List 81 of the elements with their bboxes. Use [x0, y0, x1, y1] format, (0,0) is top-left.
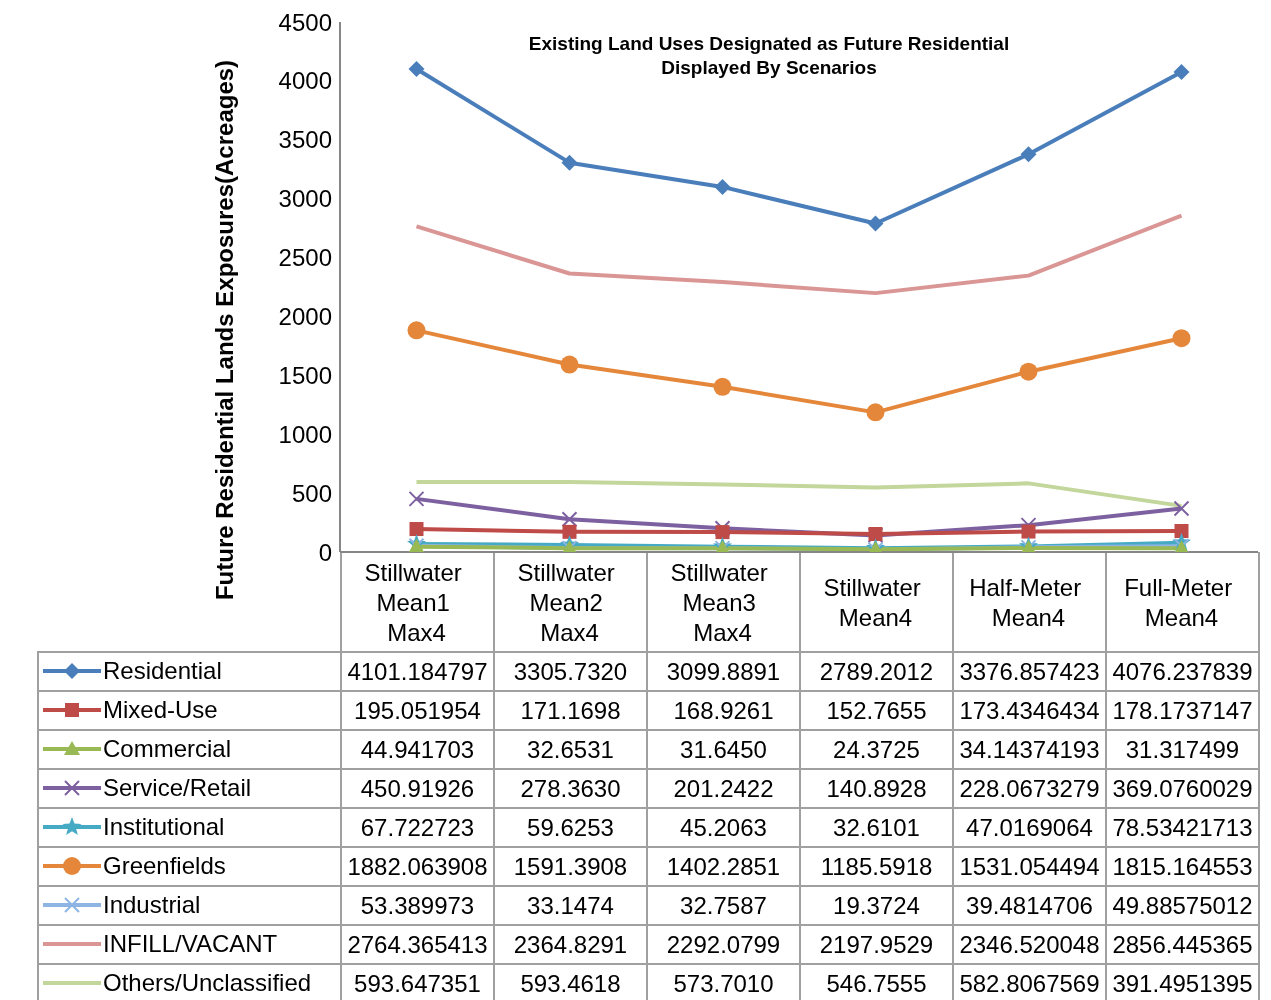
- x-tick-label: Stillwater Mean2 Max4: [517, 559, 622, 646]
- data-label: 201.2422: [647, 769, 800, 808]
- data-label: 34.14374193: [953, 730, 1106, 769]
- data-label: 168.9261: [647, 691, 800, 730]
- y-tick-label: 0: [318, 538, 332, 566]
- data-label: 3305.7320: [494, 652, 647, 691]
- data-label: 2764.365413: [341, 925, 494, 964]
- y-tick-label: 3500: [278, 126, 332, 154]
- data-label: 195.051954: [341, 691, 494, 730]
- y-tick-label: 3000: [278, 185, 332, 213]
- data-label: 2364.8291: [494, 925, 647, 964]
- x-tick-label: Full-Meter Mean4: [1124, 574, 1239, 631]
- data-label: 24.3725: [800, 730, 953, 769]
- data-label: 171.1698: [494, 691, 647, 730]
- data-label: 32.6101: [800, 808, 953, 847]
- data-label: 1815.164553: [1106, 847, 1259, 886]
- data-label: 4076.237839: [1106, 652, 1259, 691]
- data-label: 2346.520048: [953, 925, 1106, 964]
- y-tick-label: 4500: [278, 8, 332, 36]
- data-label: 39.4814706: [953, 886, 1106, 925]
- data-label: 152.7655: [800, 691, 953, 730]
- data-label: 44.941703: [341, 730, 494, 769]
- data-label: 53.389973: [341, 886, 494, 925]
- y-axis-title: Future Residential Lands Exposures(Acreages): [211, 59, 239, 601]
- x-tick-label: Stillwater Mean1 Max4: [364, 559, 469, 646]
- data-label: 1591.3908: [494, 847, 647, 886]
- data-label: 1882.063908: [341, 847, 494, 886]
- x-tick-label: Stillwater Mean4: [823, 574, 928, 631]
- y-tick-label: 2000: [278, 302, 332, 330]
- data-label: 59.6253: [494, 808, 647, 847]
- data-label: 47.0169064: [953, 808, 1106, 847]
- data-label: 31.317499: [1106, 730, 1259, 769]
- y-tick-label: 1500: [278, 361, 332, 389]
- legend-label: Mixed-Use: [103, 695, 218, 724]
- data-label: 173.4346434: [953, 691, 1106, 730]
- data-label: 3099.8891: [647, 652, 800, 691]
- y-tick-label: 2500: [278, 244, 332, 272]
- data-label: 32.6531: [494, 730, 647, 769]
- data-label: 31.6450: [647, 730, 800, 769]
- legend-label: Commercial: [103, 734, 232, 763]
- data-label: 450.91926: [341, 769, 494, 808]
- data-label: 593.4618: [494, 964, 647, 1000]
- legend-label: Service/Retail: [103, 773, 252, 802]
- data-label: 45.2063: [647, 808, 800, 847]
- data-label: 573.7010: [647, 964, 800, 1000]
- x-tick-label: Stillwater Mean3 Max4: [670, 559, 775, 646]
- data-label: 2292.0799: [647, 925, 800, 964]
- legend-label: Others/Unclassified: [103, 968, 312, 997]
- data-label: 582.8067569: [953, 964, 1106, 1000]
- text: Existing Land Uses Designated as Future Residential Displayed By Scenarios: [527, 32, 1011, 80]
- data-label: 2856.445365: [1106, 925, 1259, 964]
- data-label: 1402.2851: [647, 847, 800, 886]
- y-tick-label: 500: [291, 479, 332, 507]
- data-label: 391.4951395: [1106, 964, 1259, 1000]
- data-label: 2789.2012: [800, 652, 953, 691]
- legend-label: Institutional: [103, 812, 225, 841]
- data-label: 140.8928: [800, 769, 953, 808]
- data-label: 593.647351: [341, 964, 494, 1000]
- y-tick-label: 4000: [278, 67, 332, 95]
- x-tick-label: Half-Meter Mean4: [969, 574, 1088, 631]
- data-label: 228.0673279: [953, 769, 1106, 808]
- legend-label: Industrial: [103, 890, 201, 919]
- data-label: 1531.054494: [953, 847, 1106, 886]
- data-label: 19.3724: [800, 886, 953, 925]
- data-label: 78.53421713: [1106, 808, 1259, 847]
- data-label: 3376.857423: [953, 652, 1106, 691]
- data-label: 546.7555: [800, 964, 953, 1000]
- data-label: 4101.184797: [341, 652, 494, 691]
- legend-label: Residential: [103, 656, 222, 685]
- data-label: 49.88575012: [1106, 886, 1259, 925]
- data-label: 67.722723: [341, 808, 494, 847]
- y-tick-label: 1000: [278, 420, 332, 448]
- data-label: 1185.5918: [800, 847, 953, 886]
- data-label: 278.3630: [494, 769, 647, 808]
- data-label: 32.7587: [647, 886, 800, 925]
- legend-label: INFILL/VACANT: [103, 929, 278, 958]
- data-label: 33.1474: [494, 886, 647, 925]
- data-label: 178.1737147: [1106, 691, 1259, 730]
- data-label: 2197.9529: [800, 925, 953, 964]
- data-label: 369.0760029: [1106, 769, 1259, 808]
- legend-label: Greenfields: [103, 851, 226, 880]
